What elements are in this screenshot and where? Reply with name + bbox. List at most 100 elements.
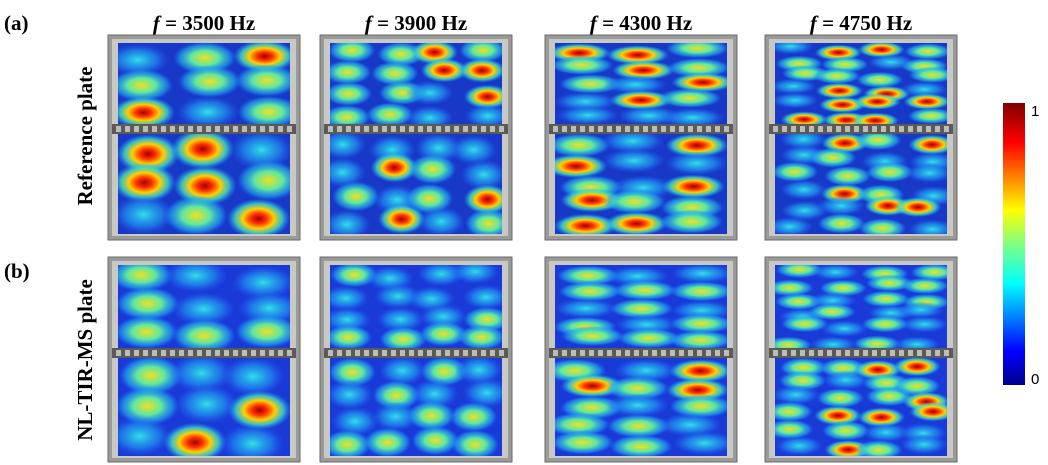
strip-tooth — [643, 126, 648, 132]
heat-blob — [900, 435, 947, 455]
strip-tooth — [400, 350, 405, 356]
strip-tooth — [800, 350, 805, 356]
strip-tooth — [899, 350, 904, 356]
strip-tooth — [881, 126, 886, 132]
strip-tooth — [935, 126, 940, 132]
heat-blob — [459, 58, 506, 82]
heatmap — [112, 129, 300, 239]
heat-blob — [409, 154, 456, 184]
heat-blob — [610, 435, 673, 459]
strip-tooth — [917, 126, 922, 132]
heat-blob — [551, 431, 614, 455]
strip-tooth — [215, 126, 220, 132]
strip-tooth — [436, 350, 441, 356]
heat-blob — [897, 302, 944, 319]
heat-blob — [893, 357, 940, 377]
frequency-text: = 3900 Hz — [372, 11, 467, 35]
heat-blob — [235, 64, 298, 96]
strip-tooth — [445, 126, 450, 132]
heat-blob — [603, 190, 666, 214]
strip-tooth — [418, 350, 423, 356]
heat-blob — [112, 96, 175, 128]
strip-tooth — [188, 350, 193, 356]
strip-tooth — [580, 126, 585, 132]
strip-tooth — [571, 126, 576, 132]
strip-tooth — [935, 350, 940, 356]
strip-tooth — [197, 350, 202, 356]
strip-tooth — [152, 126, 157, 132]
heat-blob — [662, 174, 725, 198]
strip-tooth — [661, 350, 666, 356]
heat-blob — [115, 315, 178, 348]
strip-tooth — [625, 126, 630, 132]
strip-tooth — [179, 350, 184, 356]
heat-blob — [809, 148, 856, 168]
strip-tooth — [643, 350, 648, 356]
heat-blob — [665, 151, 728, 175]
strip-tooth — [179, 126, 184, 132]
strip-tooth — [355, 350, 360, 356]
strip-tooth — [607, 126, 612, 132]
strip-tooth — [791, 350, 796, 356]
heat-blob — [550, 55, 613, 74]
strip-tooth — [134, 350, 139, 356]
heat-blob — [451, 430, 498, 459]
strip-tooth — [427, 126, 432, 132]
strip-tooth — [143, 350, 148, 356]
heatmap — [110, 258, 301, 352]
strip-tooth — [499, 350, 504, 356]
heat-blob — [906, 163, 953, 183]
strip-tooth — [782, 126, 787, 132]
strip-tooth — [688, 126, 693, 132]
strip-tooth — [251, 350, 256, 356]
strip-tooth — [328, 126, 333, 132]
strip-tooth — [242, 126, 247, 132]
heat-blob — [227, 199, 290, 239]
strip-tooth — [382, 126, 387, 132]
heat-blob — [171, 129, 234, 169]
heat-blob — [173, 319, 236, 352]
heatmap — [548, 39, 735, 128]
heat-blob — [228, 391, 291, 430]
strip-tooth — [827, 126, 832, 132]
strip-tooth — [706, 126, 711, 132]
strip-tooth — [562, 126, 567, 132]
strip-tooth — [854, 350, 859, 356]
heatmap — [323, 355, 510, 459]
heat-blob — [772, 385, 819, 405]
heat-blob — [770, 78, 817, 94]
strip-tooth — [670, 126, 675, 132]
heat-blob — [854, 94, 901, 110]
strip-tooth — [364, 350, 369, 356]
strip-tooth — [382, 350, 387, 356]
heat-blob — [323, 430, 370, 459]
strip-tooth — [697, 126, 702, 132]
strip-tooth — [125, 350, 130, 356]
strip-tooth — [589, 126, 594, 132]
divider-strip — [112, 124, 296, 134]
strip-tooth — [409, 350, 414, 356]
strip-tooth — [472, 350, 477, 356]
strip-tooth — [278, 350, 283, 356]
frequency-text: = 3500 Hz — [160, 11, 255, 35]
heat-blob — [326, 380, 373, 409]
heat-blob — [325, 82, 372, 106]
strip-tooth — [697, 350, 702, 356]
strip-tooth — [553, 350, 558, 356]
strip-tooth — [269, 126, 274, 132]
strip-tooth — [679, 126, 684, 132]
strip-tooth — [328, 350, 333, 356]
strip-tooth — [242, 350, 247, 356]
heat-blob — [812, 264, 859, 281]
heat-blob — [780, 180, 827, 200]
strip-tooth — [773, 350, 778, 356]
strip-tooth — [409, 126, 414, 132]
strip-tooth — [926, 126, 931, 132]
strip-tooth — [809, 350, 814, 356]
heatmap — [544, 129, 728, 238]
column-title: f = 3900 Hz — [365, 11, 467, 35]
frequency-text: = 4750 Hz — [817, 11, 912, 35]
strip-tooth — [436, 126, 441, 132]
heatmap — [544, 358, 736, 458]
strip-tooth — [562, 350, 567, 356]
